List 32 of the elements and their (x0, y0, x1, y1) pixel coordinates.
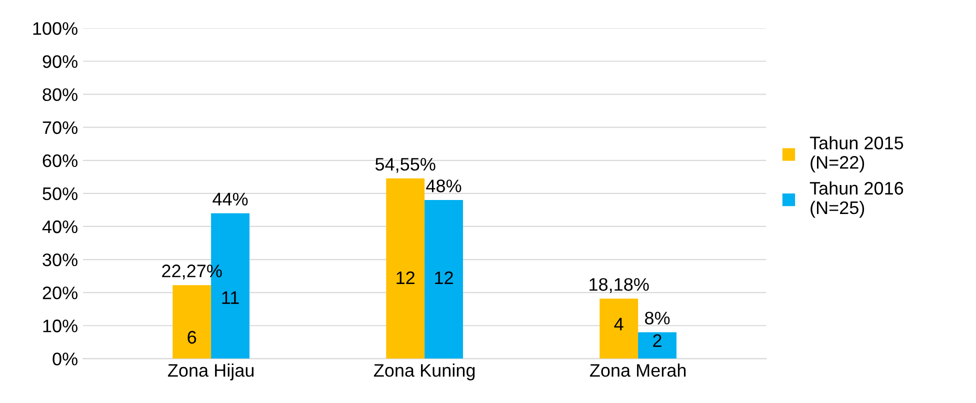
legend-label: Tahun 2016 (N=25) (810, 181, 904, 218)
data-label: 54,55% (375, 158, 436, 173)
y-tick-label: 80% (42, 88, 78, 102)
data-label: 8% (645, 312, 670, 324)
y-tick-label: 20% (42, 286, 78, 300)
annotation: 4 (614, 318, 624, 330)
y-tick-label: 0% (52, 352, 78, 366)
data-label: 18,18% (590, 278, 649, 293)
y-tick-label: 90% (42, 55, 78, 68)
annotation: 6 (188, 330, 196, 344)
data-label: 48% (426, 180, 462, 192)
y-tick-label: 50% (42, 187, 78, 200)
bar (386, 178, 425, 359)
annotation: 11 (222, 291, 239, 304)
y-tick-label: 30% (42, 253, 78, 266)
x-tick-label: Zona Hijau (168, 364, 254, 380)
annotation: 12 (396, 271, 414, 284)
y-tick-label: 40% (42, 220, 78, 234)
y-tick-label: 100% (33, 22, 78, 35)
bar (600, 298, 638, 359)
y-tick-label: 70% (42, 121, 78, 134)
bar (638, 332, 676, 359)
y-tick-label: 10% (43, 320, 78, 332)
bar (424, 200, 463, 359)
data-label: 44% (212, 192, 248, 206)
x-tick-label: Zona Merah (590, 364, 686, 377)
annotation: 2 (653, 334, 662, 347)
x-tick-label: Zona Kuning (374, 364, 475, 380)
legend-label: Tahun 2015 (N=22) (810, 136, 904, 172)
y-tick-label: 60% (42, 154, 78, 168)
annotation: 12 (435, 271, 453, 284)
bar (172, 285, 212, 359)
